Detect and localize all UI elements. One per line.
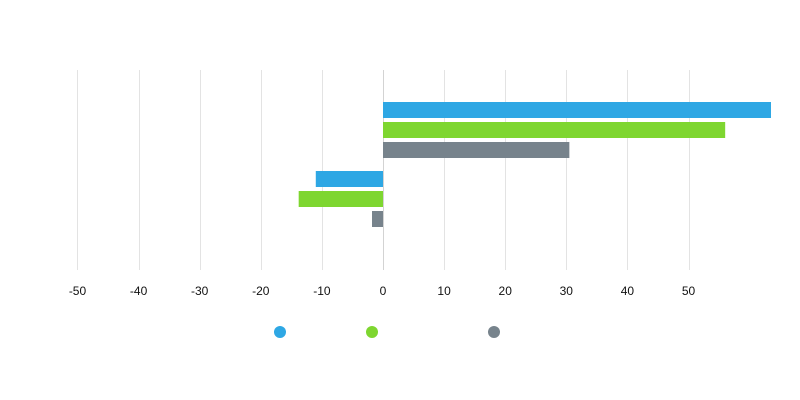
bar-series3-category1 xyxy=(383,142,570,158)
x-tick-label: -50 xyxy=(69,284,87,298)
x-tick-label: 10 xyxy=(437,284,451,298)
legend-marker-series1[interactable] xyxy=(274,326,286,338)
x-tick-label: -30 xyxy=(191,284,209,298)
x-tick-label: 20 xyxy=(499,284,513,298)
bars xyxy=(298,102,771,227)
legend-marker-series2[interactable] xyxy=(366,326,378,338)
x-axis: -50 -40 -30 -20 -10 0 10 20 30 40 50 xyxy=(69,284,696,298)
x-tick-label: -20 xyxy=(252,284,270,298)
x-tick-label: 50 xyxy=(682,284,696,298)
grid-lines xyxy=(77,70,690,270)
x-tick-label: 40 xyxy=(621,284,635,298)
x-tick-label: 0 xyxy=(380,284,387,298)
legend-marker-series3[interactable] xyxy=(488,326,500,338)
bar-series2-category2 xyxy=(298,191,383,207)
x-tick-label: -40 xyxy=(130,284,148,298)
bar-series1-category2 xyxy=(315,171,383,187)
bar-series3-category2 xyxy=(372,211,383,227)
x-tick-label: -10 xyxy=(313,284,331,298)
bar-series1-category1 xyxy=(383,102,771,118)
bar-series2-category1 xyxy=(383,122,726,138)
legend xyxy=(274,326,500,338)
x-tick-label: 30 xyxy=(560,284,574,298)
